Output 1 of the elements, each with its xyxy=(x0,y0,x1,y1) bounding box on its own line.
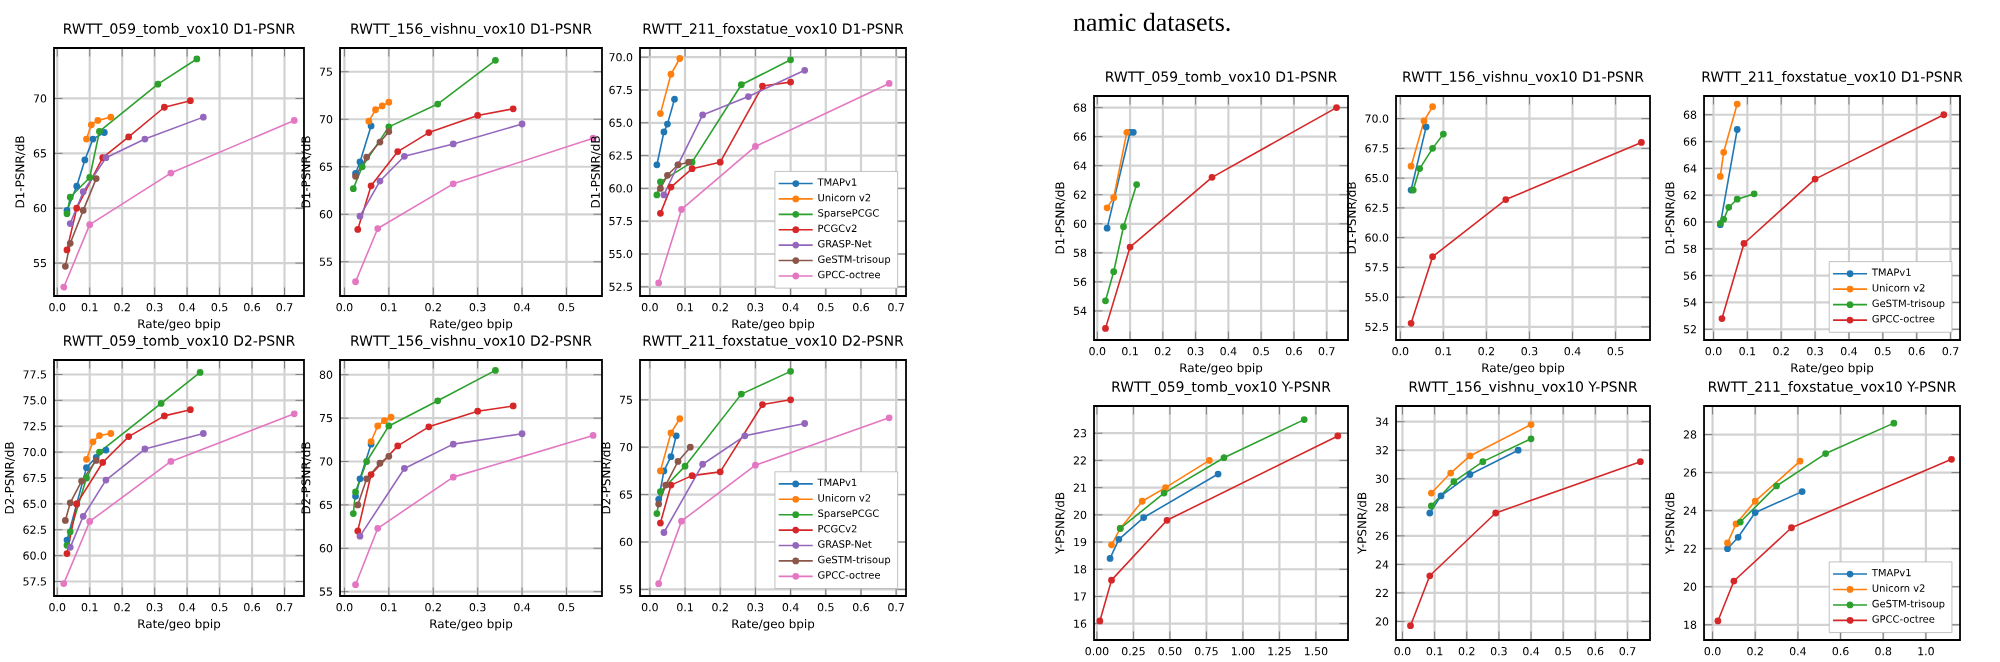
text: namic datasets. xyxy=(1073,12,1230,32)
